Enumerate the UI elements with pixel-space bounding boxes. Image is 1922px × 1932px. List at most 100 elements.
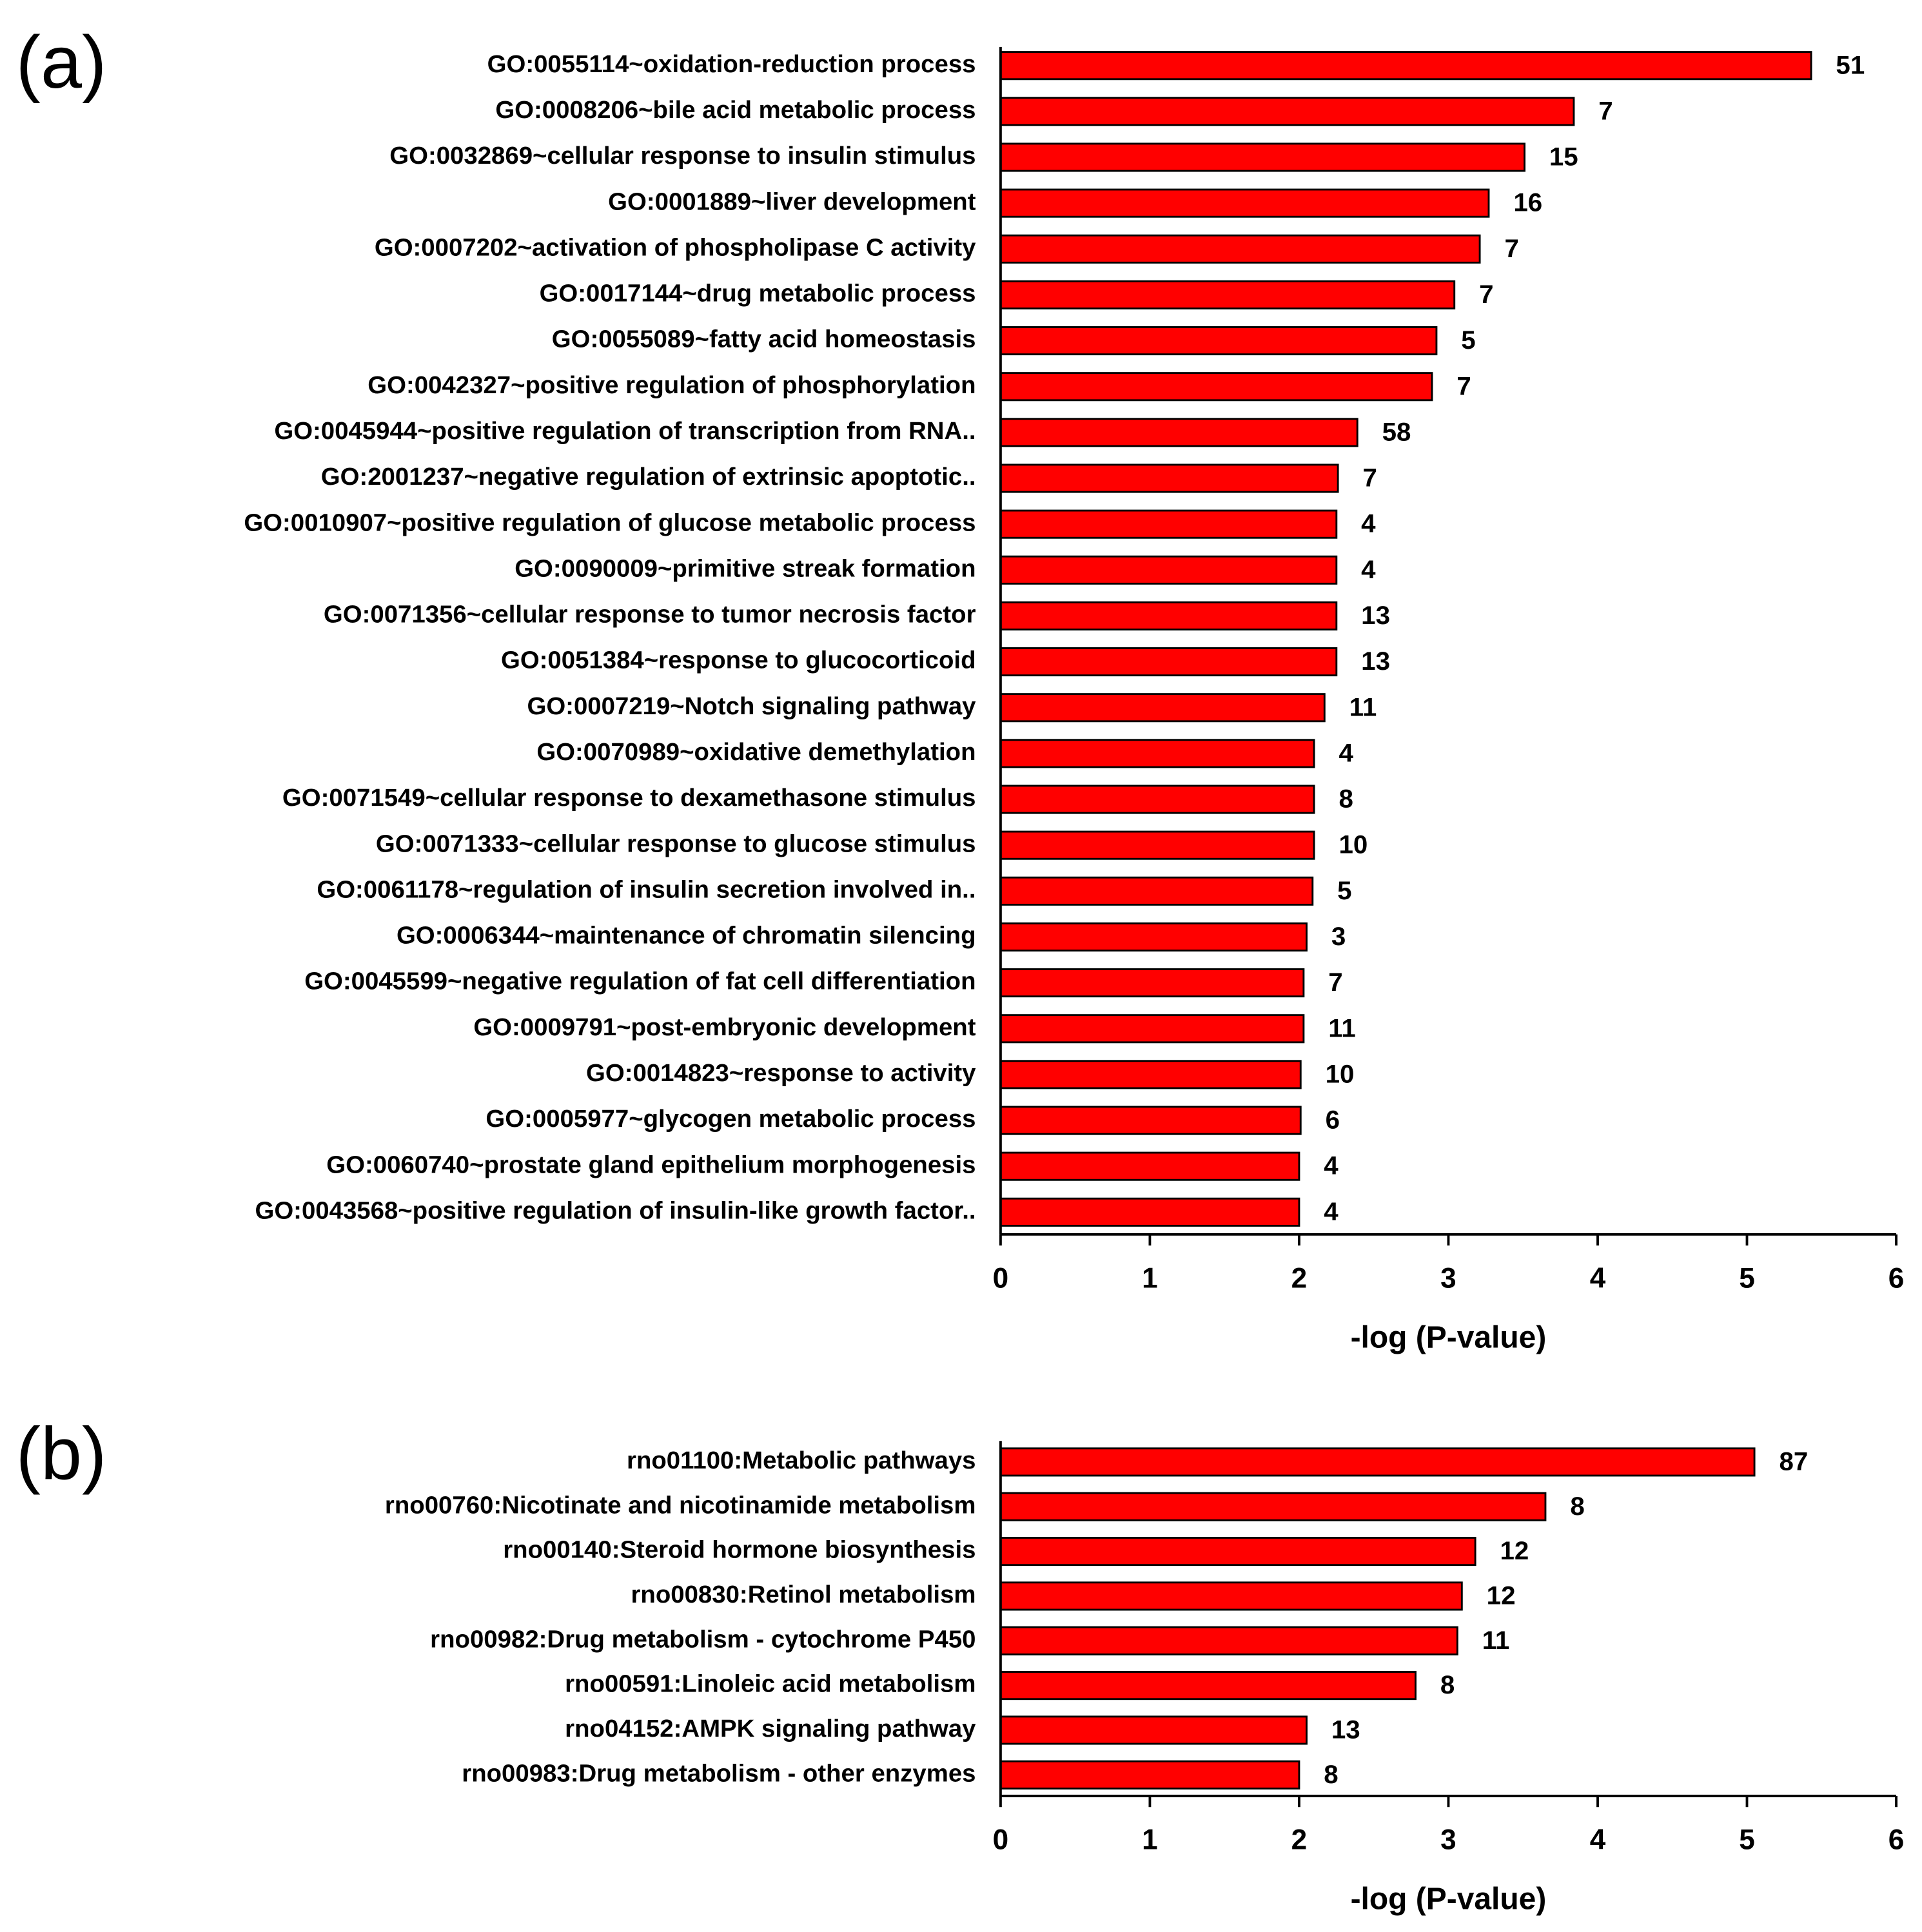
bar	[999, 1447, 1756, 1477]
bar	[999, 876, 1314, 906]
bar	[999, 463, 1339, 493]
category-label: GO:0007219~Notch signaling pathway	[527, 692, 977, 720]
category-label: GO:0006344~maintenance of chromatin sile…	[397, 922, 976, 950]
count-label: 10	[1339, 830, 1368, 859]
x-tick-label: 4	[1590, 1263, 1606, 1294]
x-tick-label: 1	[1142, 1263, 1158, 1294]
category-label: GO:0017144~drug metabolic process	[540, 280, 976, 307]
count-label: 4	[1324, 1197, 1339, 1226]
bar	[999, 1060, 1302, 1089]
category-label: rno00591:Linoleic acid metabolism	[565, 1670, 976, 1698]
x-tick-label: 2	[1291, 1824, 1308, 1856]
count-label: 5	[1337, 876, 1351, 905]
category-label: GO:0071549~cellular response to dexameth…	[282, 784, 976, 812]
x-tick-label: 3	[1440, 1263, 1456, 1294]
category-label: GO:0060740~prostate gland epithelium mor…	[326, 1151, 976, 1178]
x-tick-label: 2	[1291, 1263, 1308, 1294]
category-label: GO:0055089~fatty acid homeostasis	[552, 326, 976, 353]
bar	[999, 418, 1358, 447]
bar	[999, 647, 1338, 677]
category-label: GO:0007202~activation of phospholipase C…	[375, 233, 976, 261]
bar	[999, 1581, 1463, 1611]
bar	[999, 601, 1338, 630]
x-axis-label: -log (P-value)	[1351, 1882, 1547, 1917]
count-label: 12	[1487, 1581, 1516, 1610]
x-tick-label: 4	[1590, 1824, 1606, 1856]
count-label: 13	[1361, 647, 1390, 676]
x-tick-label: 0	[993, 1824, 1009, 1856]
bar	[999, 922, 1308, 951]
category-label: GO:2001237~negative regulation of extrin…	[321, 463, 976, 491]
bar	[999, 509, 1338, 539]
category-label: rno04152:AMPK signaling pathway	[565, 1715, 976, 1742]
category-label: rno01100:Metabolic pathways	[627, 1447, 976, 1474]
category-label: GO:0009791~post-embryonic development	[473, 1013, 976, 1041]
count-label: 8	[1324, 1760, 1338, 1789]
count-label: 7	[1363, 463, 1377, 493]
count-label: 5	[1461, 326, 1475, 355]
bar	[999, 1014, 1305, 1044]
x-tick-label: 6	[1888, 1263, 1905, 1294]
bar	[999, 830, 1315, 860]
count-label: 51	[1836, 50, 1865, 79]
count-label: 4	[1361, 555, 1376, 584]
bar	[999, 372, 1433, 402]
category-label: rno00140:Steroid hormone biosynthesis	[503, 1536, 976, 1564]
category-label: GO:0014823~response to activity	[586, 1059, 976, 1087]
bar	[999, 188, 1490, 218]
category-label: GO:0042327~positive regulation of phosph…	[368, 371, 976, 399]
count-label: 10	[1326, 1059, 1355, 1088]
bar	[999, 51, 1812, 81]
category-label: GO:0070989~oxidative demethylation	[536, 738, 976, 766]
bar	[999, 1492, 1547, 1521]
category-label: GO:0090009~primitive streak formation	[515, 554, 976, 582]
category-label: rno00830:Retinol metabolism	[631, 1581, 976, 1608]
count-label: 4	[1361, 509, 1376, 538]
x-tick-label: 0	[993, 1263, 1009, 1294]
category-label: GO:0051384~response to glucocorticoid	[501, 647, 976, 674]
category-label: GO:0005977~glycogen metabolic process	[485, 1105, 976, 1133]
count-label: 15	[1549, 142, 1578, 171]
bar	[999, 1626, 1458, 1655]
panel-label: (b)	[16, 1412, 107, 1495]
count-label: 11	[1328, 1013, 1356, 1042]
count-label: 4	[1324, 1151, 1339, 1180]
category-label: GO:0045944~positive regulation of transc…	[274, 417, 976, 445]
panel-label: (a)	[16, 21, 107, 104]
bar	[999, 326, 1438, 356]
bar	[999, 1537, 1476, 1566]
category-label: GO:0071356~cellular response to tumor ne…	[324, 601, 976, 629]
count-label: 13	[1331, 1715, 1360, 1744]
count-label: 7	[1328, 968, 1342, 997]
bar	[999, 1106, 1302, 1135]
category-label: GO:0001889~liver development	[608, 188, 976, 215]
bar	[999, 142, 1525, 172]
bar	[999, 785, 1315, 814]
bar	[999, 280, 1456, 309]
bar	[999, 1197, 1300, 1227]
count-label: 8	[1440, 1670, 1455, 1699]
count-label: 3	[1331, 922, 1346, 951]
count-label: 12	[1500, 1536, 1529, 1565]
x-tick-label: 5	[1739, 1824, 1755, 1856]
count-label: 11	[1349, 692, 1377, 721]
count-label: 11	[1482, 1626, 1510, 1655]
count-label: 4	[1339, 738, 1353, 767]
count-label: 16	[1513, 188, 1542, 217]
category-label: GO:0032869~cellular response to insulin …	[389, 142, 976, 170]
bar	[999, 234, 1481, 264]
bar	[999, 693, 1326, 723]
count-label: 8	[1570, 1492, 1584, 1521]
count-label: 7	[1479, 280, 1493, 309]
category-label: GO:0043568~positive regulation of insuli…	[255, 1196, 976, 1224]
x-tick-label: 5	[1739, 1263, 1755, 1294]
x-tick-label: 6	[1888, 1824, 1905, 1856]
bar	[999, 1760, 1300, 1790]
count-label: 6	[1326, 1106, 1340, 1135]
count-label: 13	[1361, 601, 1390, 630]
count-label: 7	[1504, 234, 1518, 263]
category-label: GO:0045599~negative regulation of fat ce…	[304, 968, 976, 995]
category-label: rno00983:Drug metabolism - other enzymes	[462, 1759, 976, 1787]
bar	[999, 968, 1305, 998]
